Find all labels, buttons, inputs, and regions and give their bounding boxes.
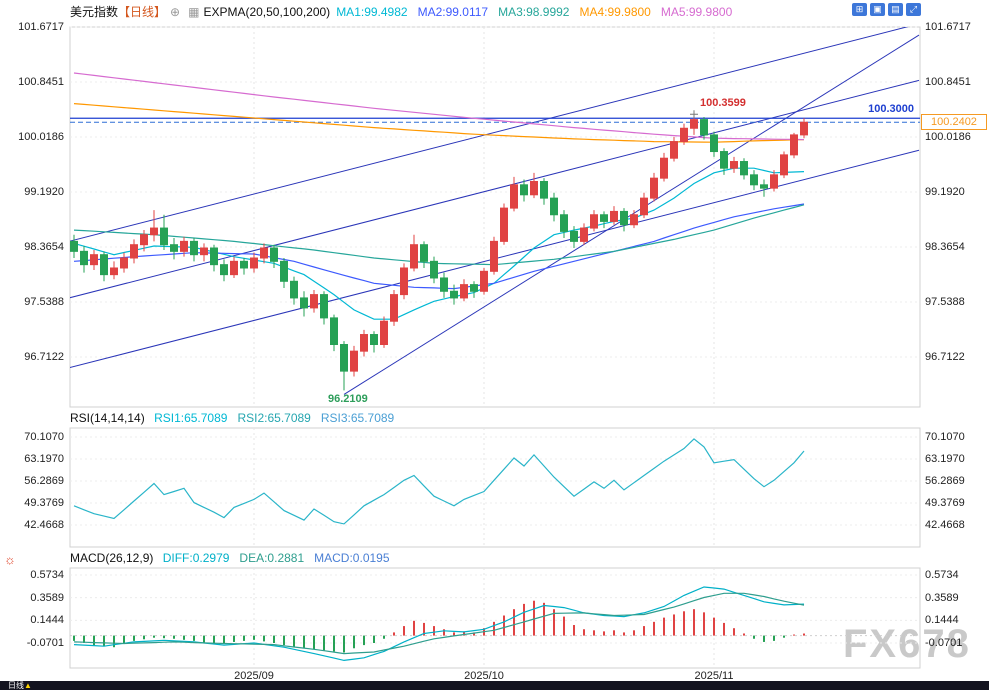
settings-sun-icon[interactable]: ☼ xyxy=(4,552,16,567)
ma-value-label: MA1:99.4982 xyxy=(336,4,408,19)
ma-value-label: MA3:98.9992 xyxy=(498,4,570,19)
y-tick-label: 42.4668 xyxy=(925,518,965,531)
high-price-annotation: 100.3599 xyxy=(700,97,746,110)
grid-view-icon[interactable]: ▣ xyxy=(870,3,885,16)
rsi-value-label: RSI2:65.7089 xyxy=(237,411,311,425)
y-tick-label: -0.0701 xyxy=(26,636,64,649)
split-view-icon[interactable]: ⊞ xyxy=(852,3,867,16)
timeframe-bar xyxy=(0,681,989,690)
add-indicator-icon[interactable]: ⊕ xyxy=(170,4,181,19)
line-chart-icon[interactable]: ▤ xyxy=(888,3,903,16)
y-tick-label: 99.1920 xyxy=(925,185,965,198)
timeframe-tab-daily[interactable]: 日线▲ xyxy=(0,681,40,690)
y-tick-label: -0.0701 xyxy=(925,636,963,649)
y-tick-label: 70.1070 xyxy=(925,431,965,443)
y-tick-label: 0.3589 xyxy=(30,591,64,604)
y-tick-label: 49.3769 xyxy=(24,496,64,509)
macd-name-label: MACD(26,12,9) xyxy=(70,551,154,565)
macd-panel-header: MACD(26,12,9) DIFF:0.2979 DEA:0.2881 MACD:… xyxy=(70,551,400,565)
y-tick-label: 63.1970 xyxy=(925,452,965,465)
chart-toolbar: ⊞ ▣ ▤ ⤢ xyxy=(852,3,921,16)
y-tick-label: 56.2869 xyxy=(24,474,64,487)
rsi-name-label: RSI(14,14,14) xyxy=(70,411,145,425)
y-tick-label: 0.5734 xyxy=(30,569,64,581)
y-tick-label: 49.3769 xyxy=(925,496,965,509)
x-axis-label: 2025/11 xyxy=(694,670,734,682)
resistance-level-label: 100.3000 xyxy=(868,103,914,116)
y-tick-label: 100.8451 xyxy=(18,76,64,88)
macd-value-label: DIFF:0.2979 xyxy=(162,551,230,565)
y-tick-label: 56.2869 xyxy=(925,474,965,487)
main-chart-header: 美元指数 【日线】 ⊕ ▦ EXPMA(20,50,100,200) MA1:9… xyxy=(70,3,742,20)
y-tick-label: 100.8451 xyxy=(925,76,971,88)
last-price-tag: 100.2402 xyxy=(921,114,987,131)
macd-value-label: MACD:0.0195 xyxy=(314,551,390,565)
y-tick-label: 0.1444 xyxy=(30,614,64,627)
y-tick-label: 0.5734 xyxy=(925,569,959,581)
y-tick-label: 42.4668 xyxy=(24,518,64,531)
rsi-panel-header: RSI(14,14,14) RSI1:65.7089 RSI2:65.7089 RS… xyxy=(70,411,404,425)
rsi-legend: RSI1:65.7089 RSI2:65.7089 RSI3:65.7089 xyxy=(154,411,404,425)
watermark: FX678 xyxy=(843,622,971,666)
y-tick-label: 98.3654 xyxy=(925,241,965,253)
y-tick-label: 70.1070 xyxy=(24,431,64,443)
y-tick-label: 63.1970 xyxy=(24,452,64,465)
expma-toggle-icon[interactable]: ▦ xyxy=(188,4,200,19)
fullscreen-icon[interactable]: ⤢ xyxy=(906,3,921,16)
y-tick-label: 100.0186 xyxy=(18,130,64,143)
rsi-value-label: RSI1:65.7089 xyxy=(154,411,228,425)
y-tick-label: 96.7122 xyxy=(925,351,965,363)
y-tick-label: 0.1444 xyxy=(925,614,959,627)
y-tick-label: 98.3654 xyxy=(24,241,64,253)
y-tick-label: 97.5388 xyxy=(925,296,965,308)
macd-value-label: DEA:0.2881 xyxy=(239,551,305,565)
period-tag: 【日线】 xyxy=(118,5,167,19)
y-tick-label: 101.6717 xyxy=(18,21,64,33)
y-tick-label: 100.0186 xyxy=(925,130,971,143)
x-axis-label: 2025/09 xyxy=(234,670,274,682)
x-axis-label: 2025/10 xyxy=(464,670,504,682)
macd-legend: DIFF:0.2979 DEA:0.2881 MACD:0.0195 xyxy=(163,551,400,565)
ma-value-label: MA5:99.9800 xyxy=(660,4,733,19)
y-tick-label: 99.1920 xyxy=(24,185,64,198)
ma-value-label: MA2:99.0117 xyxy=(417,4,489,19)
timeframe-tab-label: 日线 xyxy=(8,681,24,690)
ma-value-label: MA4:99.9800 xyxy=(579,4,651,19)
y-tick-label: 101.6717 xyxy=(925,21,971,33)
y-tick-label: 96.7122 xyxy=(24,351,64,363)
triangle-up-icon: ▲ xyxy=(24,681,32,690)
instrument-title: 美元指数 xyxy=(70,5,119,19)
ma-legend: MA1:99.4982 MA2:99.0117 MA3:98.9992 MA4:99.… xyxy=(336,5,742,19)
y-tick-label: 0.3589 xyxy=(925,591,959,604)
low-price-annotation: 96.2109 xyxy=(328,393,368,406)
expma-label: EXPMA(20,50,100,200) xyxy=(203,4,331,19)
y-tick-label: 97.5388 xyxy=(24,296,64,308)
rsi-value-label: RSI3:65.7089 xyxy=(320,411,395,425)
